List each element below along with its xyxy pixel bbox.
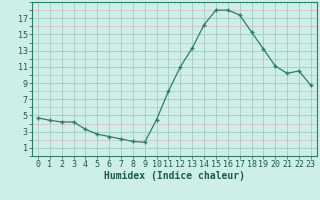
- X-axis label: Humidex (Indice chaleur): Humidex (Indice chaleur): [104, 171, 245, 181]
